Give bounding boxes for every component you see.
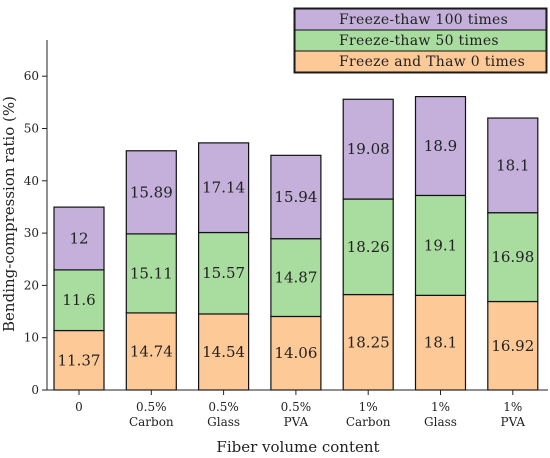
- bar-segment-freeze-thaw-100-times: [198, 142, 250, 234]
- x-tick-label: PVA: [501, 415, 526, 429]
- legend-label: Freeze-thaw 50 times: [339, 33, 499, 49]
- bar-segment-freeze-thaw-100-times: [125, 150, 177, 235]
- bar-value-label: 18.9: [424, 137, 457, 155]
- bar-value-label: 15.57: [202, 264, 245, 282]
- bar-segment-freeze-thaw-100-times: [53, 206, 105, 271]
- bar-segment-freeze-and-thaw-0-times: [487, 300, 539, 391]
- x-axis-title: Fiber volume content: [216, 438, 379, 456]
- bar-segment-freeze-thaw-50-times: [487, 212, 539, 303]
- bar-value-label: 14.06: [274, 344, 317, 362]
- bar-segment-freeze-thaw-100-times: [414, 95, 467, 197]
- y-tick-label: 30: [24, 226, 39, 240]
- x-ticks-group: 0 0.5%Carbon0.5%Glass0.5%PVA1%Carbon1%Gla…: [75, 390, 525, 429]
- x-tick-label: Glass: [207, 415, 240, 429]
- bar-segment-freeze-thaw-50-times: [414, 194, 467, 296]
- bar-value-label: 16.92: [491, 337, 534, 355]
- y-ticks-group: 0 10 20 30 40 50 60: [24, 69, 47, 397]
- x-tick-label: 0.5%: [136, 400, 167, 414]
- value-labels-group: 11.37 11.6 12 14.74 15.11 15.89 14.54 15.57 17.1…: [58, 137, 535, 369]
- bar-value-label: 17.14: [202, 179, 245, 197]
- bar-value-label: 14.87: [274, 269, 317, 287]
- bar-value-label: 11.6: [62, 291, 95, 309]
- legend: Freeze-thaw 100 times Freeze-thaw 50 time…: [293, 7, 548, 74]
- legend-swatch-freeze-and-thaw-0-times: [294, 50, 547, 73]
- axes-group: [46, 40, 548, 391]
- y-tick-label: 10: [24, 331, 39, 345]
- bar-value-label: 18.1: [496, 156, 529, 174]
- y-tick-label: 60: [24, 69, 39, 83]
- bar-segment-freeze-and-thaw-0-times: [53, 329, 105, 391]
- bar-segment-freeze-and-thaw-0-times: [125, 312, 177, 391]
- y-tick-label: 50: [24, 122, 39, 136]
- bar-value-label: 19.08: [347, 140, 390, 158]
- bar-segment-freeze-and-thaw-0-times: [270, 315, 322, 391]
- y-axis-title: Bending-compression ratio (%): [0, 96, 18, 332]
- bar-segment-freeze-thaw-100-times: [487, 117, 539, 214]
- legend-label: Freeze and Thaw 0 times: [339, 54, 525, 70]
- bar-value-label: 16.98: [491, 248, 534, 266]
- legend-label: Freeze-thaw 100 times: [339, 12, 508, 28]
- bar-segment-freeze-thaw-50-times: [125, 233, 177, 314]
- bar-value-label: 15.94: [274, 188, 317, 206]
- bar-segment-freeze-thaw-50-times: [270, 238, 322, 318]
- x-tick-label: 1%: [431, 400, 450, 414]
- x-tick-label: Glass: [424, 415, 457, 429]
- bar-segment-freeze-thaw-100-times: [270, 154, 322, 240]
- x-tick-label: Carbon: [346, 415, 391, 429]
- bar-value-label: 15.11: [130, 264, 173, 282]
- x-tick-label: 0.5%: [208, 400, 239, 414]
- bar-value-label: 14.54: [202, 343, 245, 361]
- bar-value-label: 18.26: [347, 238, 390, 256]
- bar-value-label: 11.37: [58, 351, 101, 369]
- x-tick-label: Carbon: [129, 415, 174, 429]
- bar-value-label: 15.89: [130, 183, 173, 201]
- bars-group: [53, 95, 539, 391]
- bar-value-label: 18.25: [347, 333, 390, 351]
- y-tick-label: 0: [31, 383, 39, 397]
- bar-value-label: 14.74: [130, 342, 173, 360]
- y-tick-label: 40: [24, 174, 39, 188]
- bar-segment-freeze-thaw-50-times: [198, 231, 250, 315]
- bar-segment-freeze-thaw-100-times: [342, 98, 394, 200]
- x-tick-label: 0: [75, 400, 83, 414]
- x-tick-label: 1%: [503, 400, 522, 414]
- bar-value-label: 18.1: [424, 334, 457, 352]
- x-tick-label: PVA: [284, 415, 309, 429]
- y-tick-label: 20: [24, 278, 39, 292]
- x-tick-label: 0.5%: [281, 400, 312, 414]
- x-tick-label: 1%: [359, 400, 378, 414]
- bar-value-label: 19.1: [424, 236, 457, 254]
- bar-value-label: 12: [69, 229, 88, 247]
- bar-segment-freeze-and-thaw-0-times: [414, 294, 467, 391]
- bar-segment-freeze-thaw-50-times: [53, 269, 105, 332]
